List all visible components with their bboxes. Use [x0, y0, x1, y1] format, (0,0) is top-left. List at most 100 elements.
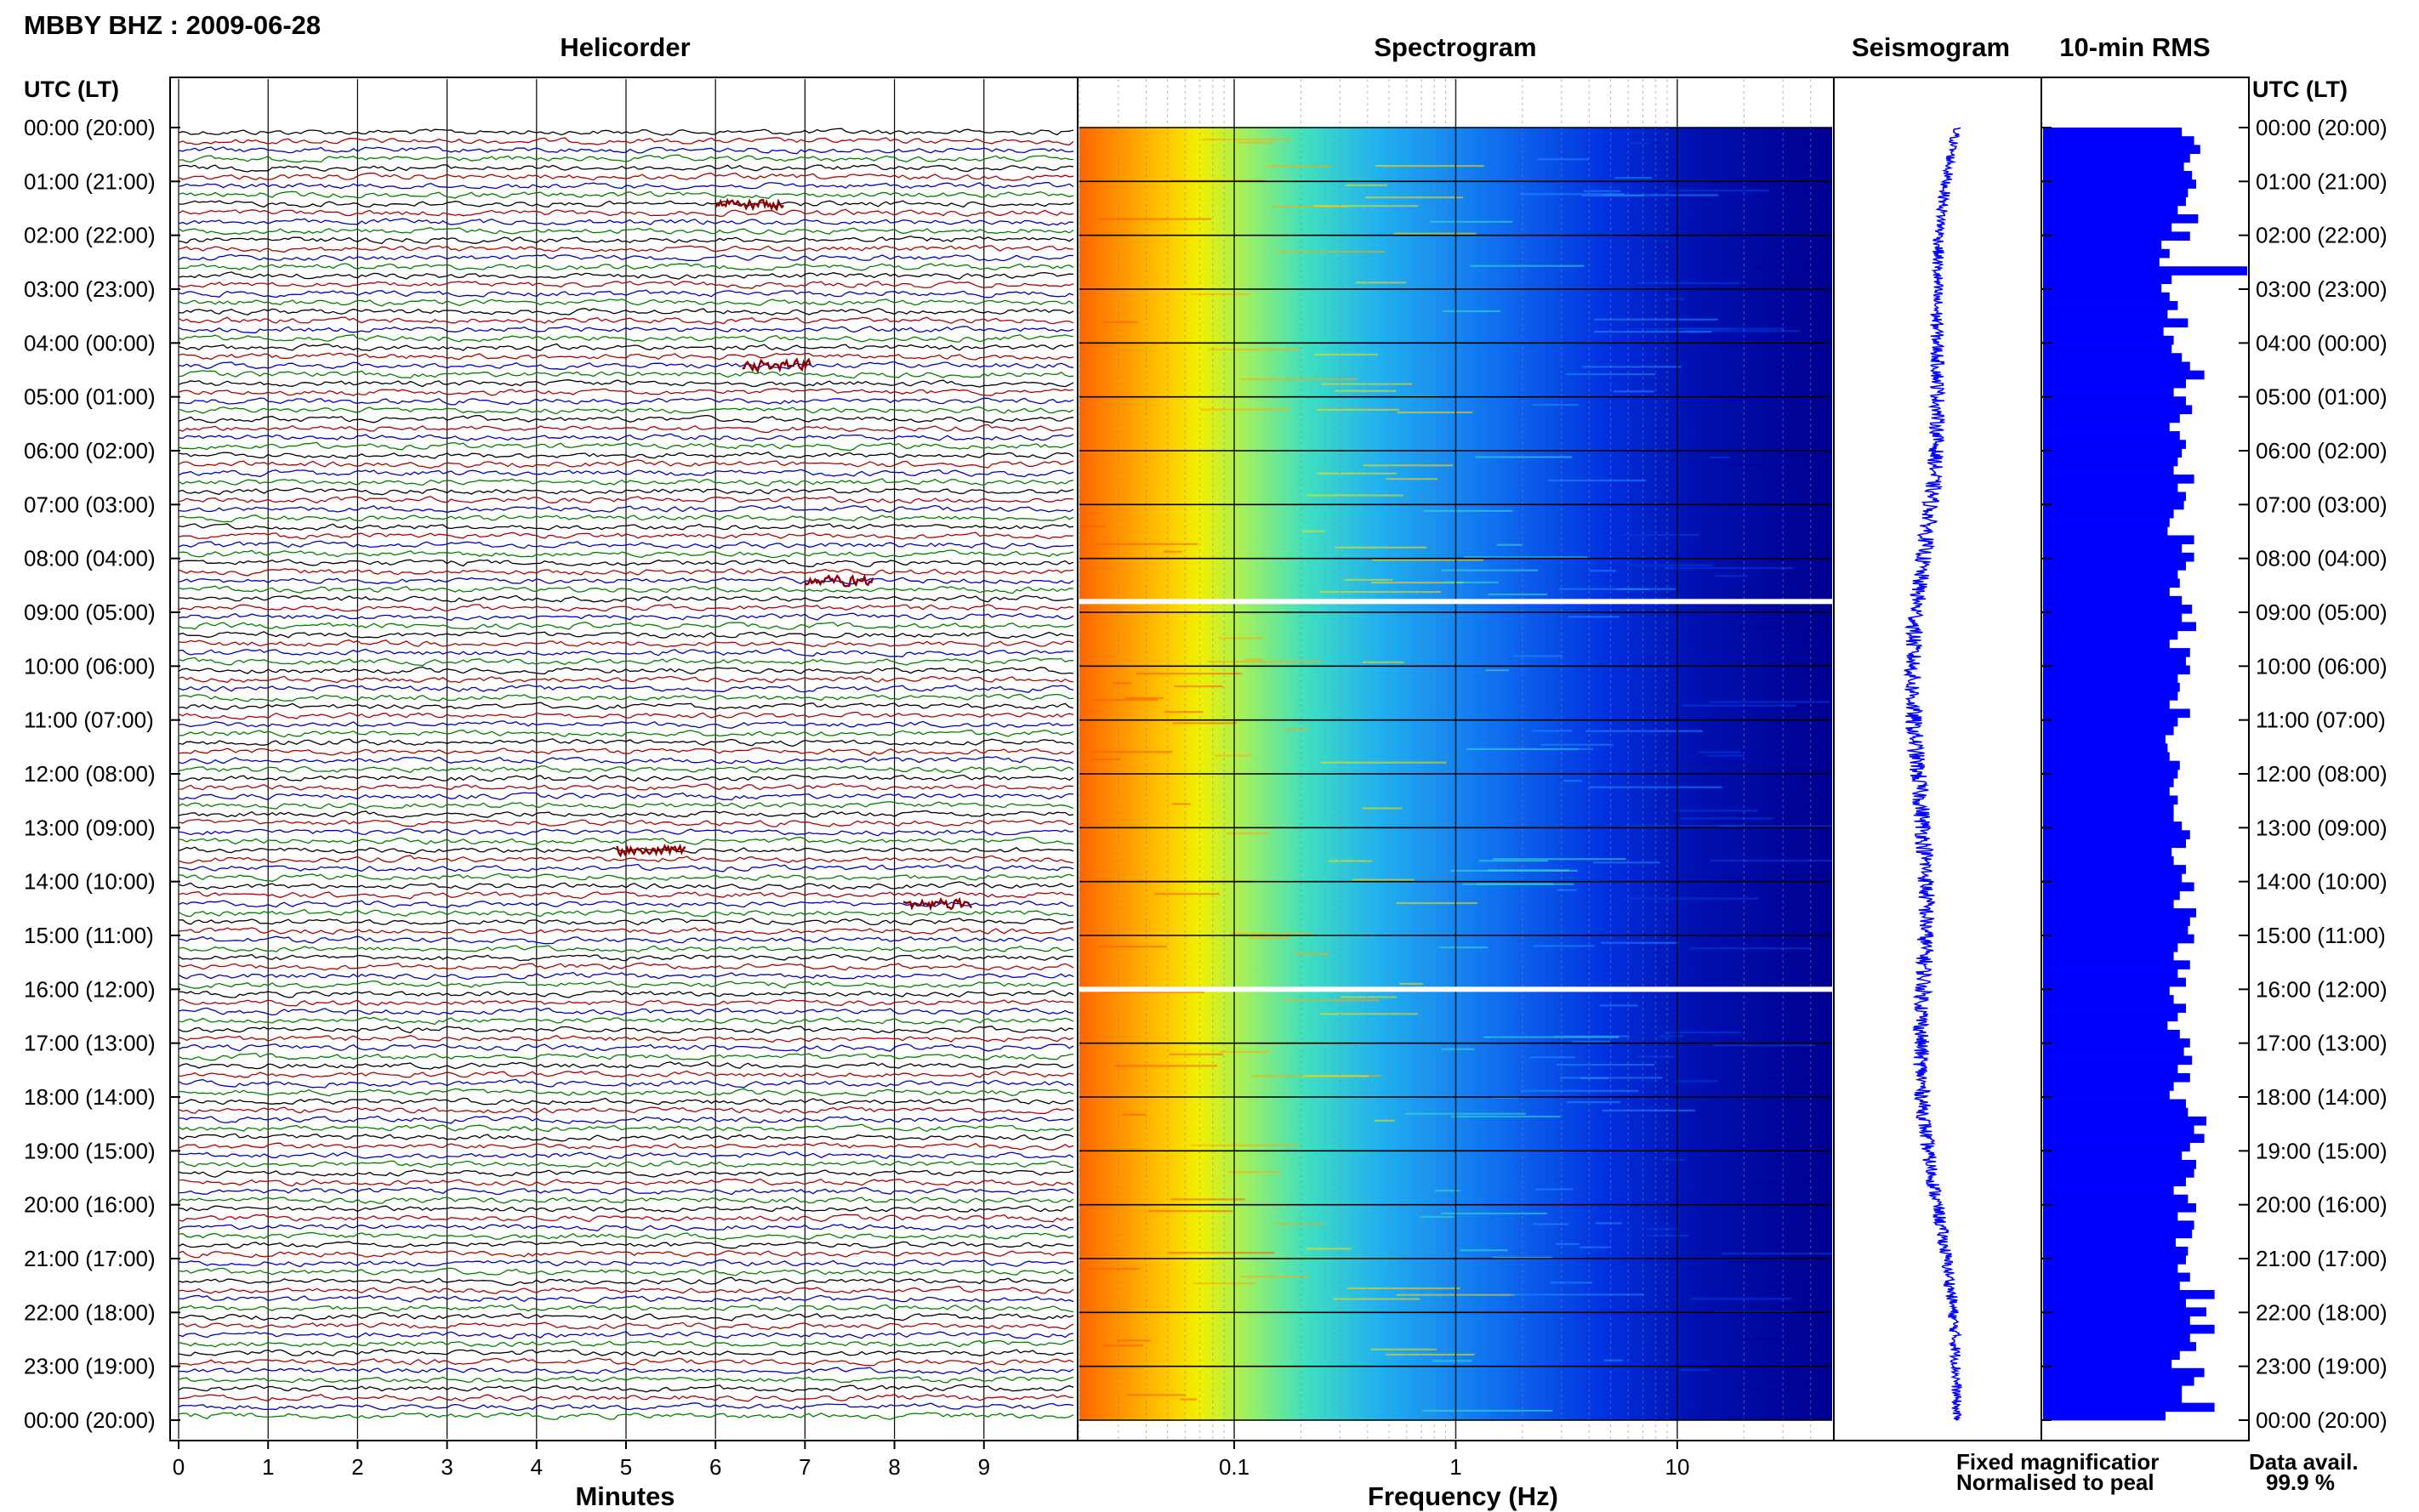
rms-bar: [2043, 873, 2183, 883]
spectrogram-streak: [1355, 281, 1407, 284]
rms-bar: [2043, 1229, 2193, 1239]
rms-bar: [2043, 934, 2194, 944]
spectrogram-streak: [1321, 383, 1413, 385]
time-label: 04:00 (00:00): [2256, 330, 2388, 355]
spectrogram-streak: [1531, 730, 1573, 732]
rms-bar: [2043, 665, 2190, 675]
rms-bar: [2043, 1350, 2180, 1360]
helicorder-trace: [178, 756, 1074, 765]
spectrogram-streak: [1180, 1398, 1198, 1401]
spectrogram-streak: [1397, 411, 1473, 414]
rms-panel: [2040, 77, 2250, 1441]
spectrogram-streak: [1147, 1210, 1232, 1213]
spectrogram-streak: [1585, 730, 1703, 732]
rms-bar: [2043, 162, 2184, 172]
time-label: 15:00 (11:00): [2256, 923, 2386, 948]
spectrogram-streak: [1665, 190, 1769, 192]
time-label: 11:00 (07:00): [2256, 708, 2386, 733]
rms-bar: [2043, 310, 2168, 319]
helicorder-trace: [178, 873, 1074, 882]
spectrogram-streak: [1333, 1298, 1420, 1300]
spectrogram-streak: [1430, 220, 1513, 223]
spectrogram-streak: [1219, 1050, 1271, 1053]
spectrogram-streak: [1328, 860, 1372, 862]
rms-bar: [2043, 605, 2193, 614]
helicorder-trace: [178, 154, 1074, 163]
helicorder-trace: [178, 487, 1074, 496]
rms-bar: [2043, 838, 2186, 849]
rms-bar: [2043, 1246, 2188, 1256]
helicorder-trace: [178, 702, 1074, 711]
rms-bar: [2043, 691, 2178, 701]
rms-bar: [2043, 1099, 2186, 1109]
helicorder-event: [714, 197, 785, 212]
helicorder-x-label: Minutes: [575, 1481, 674, 1511]
spectrogram-streak: [1362, 661, 1405, 663]
spectrogram-streak: [1735, 1143, 1812, 1145]
spectrogram-streak: [1623, 534, 1700, 537]
spectrogram-streak: [1534, 1188, 1574, 1191]
rms-bar: [2043, 942, 2178, 952]
rms-bar: [2043, 708, 2190, 719]
spectrogram-streak: [1214, 754, 1252, 757]
rms-bar: [2043, 1151, 2183, 1161]
time-label: 07:00 (03:00): [2256, 492, 2388, 517]
rms-bar: [2043, 378, 2186, 389]
rms-bar: [2043, 995, 2174, 1004]
legend-normalised: Normalised to peal: [1956, 1469, 2154, 1495]
time-label: 22:00 (18:00): [2256, 1299, 2388, 1325]
spectrogram-streak: [1191, 293, 1250, 296]
rms-bar: [2043, 908, 2196, 918]
helicorder-trace: [178, 469, 1074, 478]
rms-bar: [2043, 960, 2190, 969]
helicorder-trace: [178, 1034, 1074, 1043]
spectrogram-streak: [1739, 626, 1832, 628]
spectrogram-streak: [1756, 752, 1779, 754]
spectrogram-streak: [1190, 1144, 1300, 1146]
rms-bar: [2043, 882, 2194, 892]
spectrogram-streak: [1090, 751, 1173, 753]
rms-bar: [2043, 725, 2174, 736]
rms-bar: [2043, 1159, 2196, 1169]
spectrogram-streak: [1559, 588, 1676, 590]
time-label: 10:00 (06:00): [24, 653, 156, 679]
helicorder-trace: [178, 863, 1074, 873]
helicorder-trace: [178, 1088, 1074, 1097]
helicorder-trace: [178, 1224, 1073, 1232]
spectrogram-streak: [1602, 1109, 1695, 1111]
rms-bar: [2043, 370, 2205, 380]
spectrogram-streak: [1432, 1360, 1472, 1362]
helicorder-trace: [178, 137, 1074, 146]
spectrogram-streak: [1550, 1282, 1593, 1284]
spectrogram-streak: [1172, 722, 1237, 725]
seismogram-title: Seismogram: [1852, 32, 2010, 62]
right-hour-ticks: [170, 127, 2249, 1421]
rms-bar: [2043, 700, 2170, 709]
helicorder-trace: [178, 998, 1074, 1007]
helicorder-trace: [178, 343, 1074, 351]
spectrogram-streak: [1520, 193, 1625, 196]
helicorder-trace: [178, 406, 1074, 415]
rms-bar: [2043, 743, 2168, 753]
rms-bar: [2043, 1055, 2193, 1066]
helicorder-trace: [178, 208, 1074, 218]
helicorder-trace: [178, 388, 1074, 396]
helicorder-trace: [178, 1133, 1074, 1142]
time-label: 05:00 (01:00): [2256, 384, 2388, 410]
spectrogram-streak: [1174, 685, 1223, 688]
spectrogram-streak: [1778, 141, 1832, 144]
spectrogram-streak: [1764, 1285, 1823, 1287]
rms-bar: [2043, 396, 2186, 406]
spectrogram-streak: [1266, 165, 1332, 168]
spectrogram-streak: [1399, 982, 1423, 985]
helicorder-trace: [178, 1169, 1074, 1178]
rms-bar: [2043, 188, 2188, 198]
helicorder-trace: [178, 900, 1074, 908]
rms-bar: [2043, 847, 2172, 857]
spectrogram-streak: [1386, 1353, 1475, 1356]
spectrogram-streak: [1682, 704, 1796, 707]
rms-bar: [2043, 431, 2180, 441]
time-label: 11:00 (07:00): [24, 708, 154, 733]
rms-bar: [2043, 1142, 2190, 1152]
helicorder-trace: [178, 604, 1074, 612]
